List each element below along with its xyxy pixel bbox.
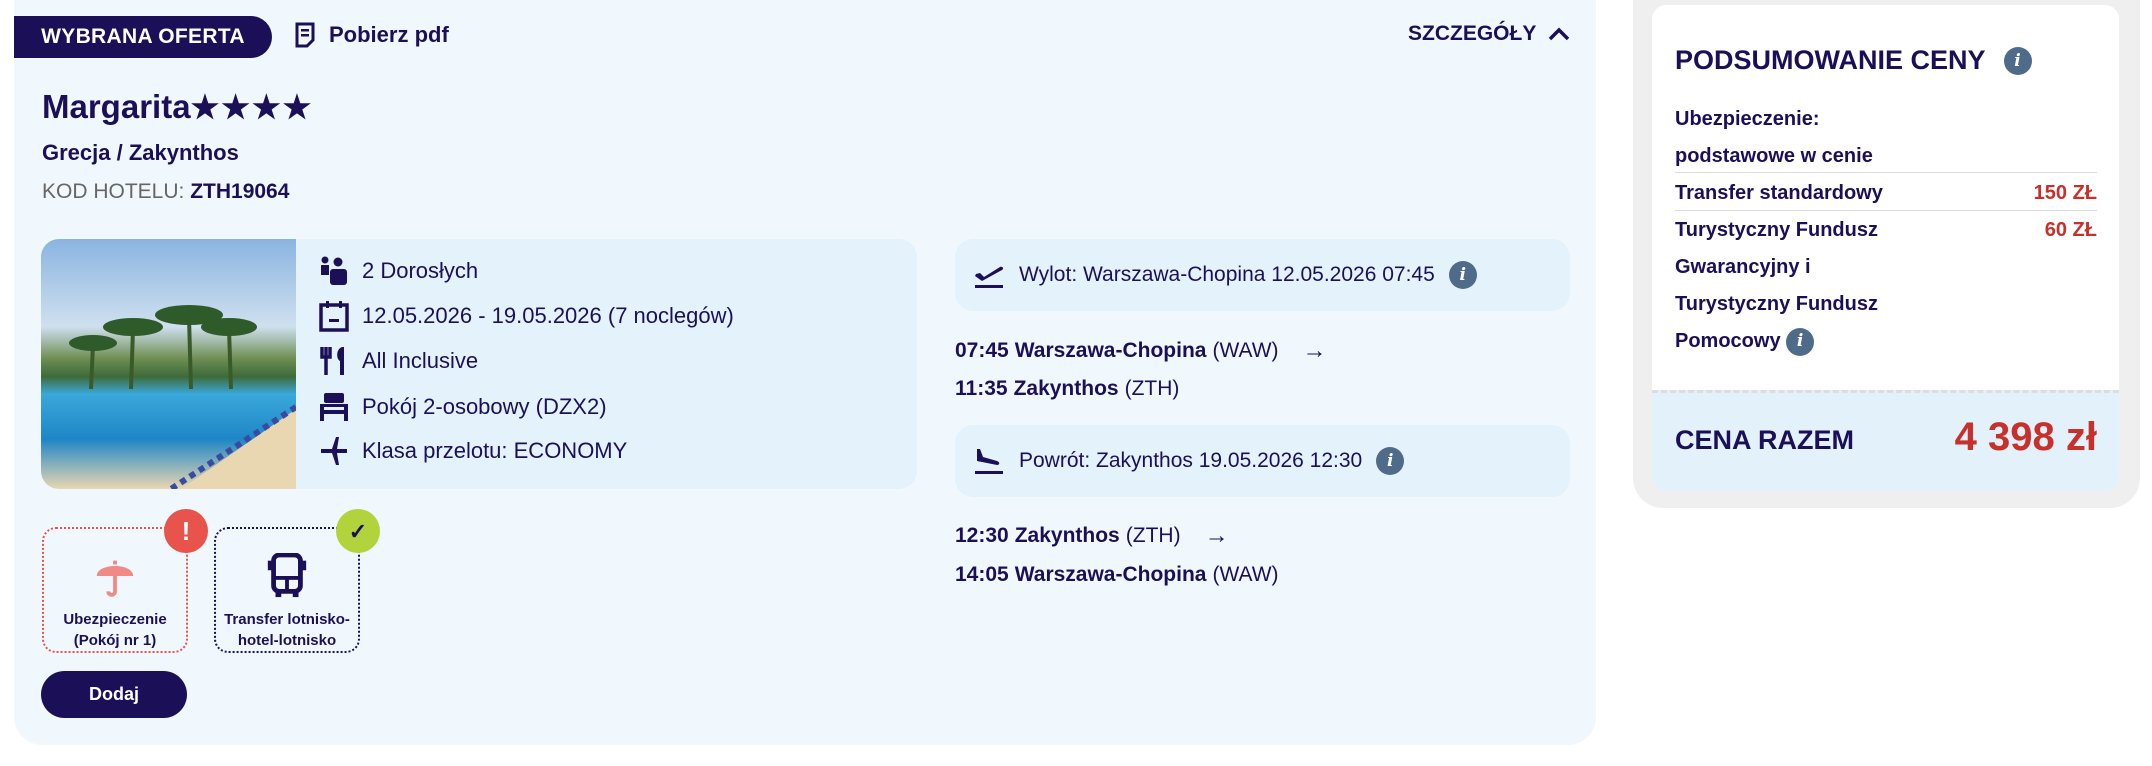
return-flight-header: Powrót: Zakynthos 19.05.2026 12:30 i <box>955 425 1570 497</box>
hotel-stars: ★★★★ <box>190 89 314 125</box>
dates-text: 12.05.2026 - 19.05.2026 (7 noclegów) <box>362 303 734 328</box>
outbound-header-text: Wylot: Warszawa-Chopina 12.05.2026 07:45 <box>1019 263 1435 286</box>
hotel-photo[interactable] <box>41 239 298 489</box>
return-departure: 12:30 Zakynthos (ZTH) → <box>955 522 1229 550</box>
hotel-code-value: ZTH19064 <box>190 180 290 203</box>
board-text: All Inclusive <box>362 348 479 373</box>
city: Zakynthos <box>1014 524 1120 547</box>
return-arrival: 14:05 Warszawa-Chopina (WAW) <box>955 563 1279 587</box>
extra-insurance[interactable]: Ubezpieczenie (Pokój nr 1) ! <box>42 509 208 653</box>
total-label: CENA RAZEM <box>1675 425 1854 455</box>
outbound-departure: 07:45 Warszawa-Chopina (WAW) → <box>955 337 1327 365</box>
bus-icon <box>267 553 307 598</box>
outbound-flight-header: Wylot: Warszawa-Chopina 12.05.2026 07:45… <box>955 239 1570 311</box>
offer-info-box: 2 Dorosłych 12.05.2026 - 19.05.2026 (7 n… <box>41 239 917 489</box>
summary-title-text: PODSUMOWANIE CENY <box>1675 45 1986 75</box>
takeoff-icon <box>975 266 1004 288</box>
details-toggle[interactable]: SZCZEGÓŁY <box>1408 22 1570 46</box>
insurance-value: podstawowe w cenie <box>1675 145 1873 167</box>
document-icon <box>295 22 315 48</box>
airport-code: (ZTH) <box>1125 524 1181 547</box>
bed-icon <box>320 393 348 421</box>
fund-price: 60 ZŁ <box>2044 219 2097 241</box>
transfer-price: 150 ZŁ <box>2033 182 2097 204</box>
total-row: CENA RAZEM 4 398 zł <box>1652 390 2119 491</box>
airport-code: (WAW) <box>1212 563 1279 586</box>
fork-knife-icon <box>320 347 344 375</box>
hotel-code: KOD HOTELU: ZTH19064 <box>42 180 289 204</box>
price-summary-panel: PODSUMOWANIE CENY i Ubezpieczenie: podsta… <box>1652 5 2119 491</box>
summary-title: PODSUMOWANIE CENY i <box>1675 45 2032 76</box>
flight-class-text: Klasa przelotu: ECONOMY <box>362 438 628 463</box>
palm-trees-image <box>69 305 298 489</box>
extra-transfer[interactable]: Transfer lotnisko-hotel-lotnisko ✓ <box>214 509 380 653</box>
room-text: Pokój 2-osobowy (DZX2) <box>362 394 607 419</box>
download-pdf-label: Pobierz pdf <box>329 22 449 47</box>
board-row: All Inclusive <box>318 345 478 377</box>
umbrella-icon <box>96 560 134 597</box>
check-icon: ✓ <box>336 509 380 553</box>
calendar-icon <box>319 301 349 332</box>
transfer-row: Transfer standardowy 150 ZŁ <box>1675 175 2097 212</box>
airport-code: (WAW) <box>1212 339 1279 362</box>
guests-text: 2 Dorosłych <box>362 258 479 283</box>
time: 11:35 <box>955 377 1008 400</box>
time: 12:30 <box>955 524 1009 547</box>
arrow-right-icon: → <box>1204 522 1229 549</box>
airport-code: (ZTH) <box>1124 377 1180 400</box>
return-header-text: Powrót: Zakynthos 19.05.2026 12:30 <box>1019 449 1363 472</box>
hotel-title: Margarita ★★★★ <box>42 88 313 126</box>
guests-row: 2 Dorosłych <box>318 255 478 287</box>
divider <box>1675 210 2097 211</box>
city: Warszawa-Chopina <box>1014 563 1207 586</box>
details-label: SZCZEGÓŁY <box>1408 22 1537 45</box>
hotel-code-label: KOD HOTELU: <box>42 180 185 203</box>
info-icon[interactable]: i <box>1786 327 1815 356</box>
hotel-name: Margarita <box>42 88 191 125</box>
extra-label: Transfer lotnisko-hotel-lotnisko <box>224 611 350 649</box>
extra-label: Ubezpieczenie (Pokój nr 1) <box>63 611 167 649</box>
dates-row: 12.05.2026 - 19.05.2026 (7 noclegów) <box>318 300 734 332</box>
arrow-right-icon: → <box>1302 337 1327 364</box>
warning-icon: ! <box>164 509 208 553</box>
people-icon <box>321 256 347 285</box>
info-icon[interactable]: i <box>2003 46 2032 75</box>
time: 14:05 <box>955 563 1009 586</box>
info-icon[interactable]: i <box>1376 447 1405 475</box>
info-icon[interactable]: i <box>1448 261 1477 289</box>
outbound-arrival: 11:35 Zakynthos (ZTH) <box>955 377 1179 401</box>
total-value: 4 398 zł <box>1954 415 2097 459</box>
insurance-label: Ubezpieczenie: <box>1675 108 1820 130</box>
chevron-up-icon <box>1549 27 1570 41</box>
fund-label: Turystyczny Fundusz Gwarancyjny i Turyst… <box>1675 219 1878 352</box>
transfer-label: Transfer standardowy <box>1675 182 1883 204</box>
city: Zakynthos <box>1013 377 1119 400</box>
download-pdf-link[interactable]: Pobierz pdf <box>295 22 449 48</box>
room-row: Pokój 2-osobowy (DZX2) <box>318 391 607 423</box>
hotel-region: Grecja / Zakynthos <box>42 140 239 165</box>
divider <box>1675 172 2097 173</box>
plane-icon <box>321 437 347 465</box>
city: Warszawa-Chopina <box>1014 339 1207 362</box>
time: 07:45 <box>955 339 1009 362</box>
fund-row: Turystyczny Fundusz Gwarancyjny i Turyst… <box>1675 212 1905 360</box>
selected-offer-badge: WYBRANA OFERTA <box>14 16 272 58</box>
landing-icon <box>975 449 1003 474</box>
flight-class-row: Klasa przelotu: ECONOMY <box>318 435 627 467</box>
add-button[interactable]: Dodaj <box>41 671 187 718</box>
